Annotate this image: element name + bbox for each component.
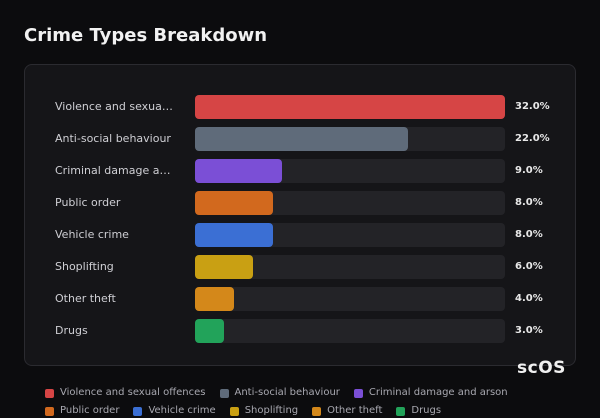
legend-item: Drugs (396, 404, 441, 418)
category-label: Violence and sexual offences (55, 100, 173, 113)
category-label: Other theft (55, 292, 116, 305)
category-label: Drugs (55, 324, 88, 337)
value-label: 4.0% (515, 293, 543, 304)
bar-track (195, 319, 505, 343)
legend-label: Other theft (327, 405, 383, 416)
legend: Violence and sexual offences Anti-social … (45, 386, 575, 418)
legend-swatch (396, 406, 406, 416)
legend-label: Public order (60, 405, 120, 416)
bar (195, 223, 273, 247)
value-label: 8.0% (515, 229, 543, 240)
bar (195, 255, 254, 279)
value-label: 6.0% (515, 261, 543, 272)
category-label: Vehicle crime (55, 228, 129, 241)
page: Crime Types Breakdown Violence and sexua… (24, 25, 576, 416)
bar (195, 127, 409, 151)
bar (195, 191, 273, 215)
legend-item: Public order (45, 404, 119, 418)
legend-label: Criminal damage and arson (368, 387, 508, 398)
legend-label: Vehicle crime (148, 405, 216, 416)
legend-item: Shoplifting (229, 404, 299, 418)
legend-swatch (312, 406, 322, 416)
legend-label: Anti-social behaviour (234, 387, 340, 398)
value-label: 22.0% (515, 133, 550, 144)
value-label: 3.0% (515, 325, 543, 336)
category-label: Anti-social behaviour (55, 132, 171, 145)
legend-swatch (45, 406, 54, 416)
category-label: Shoplifting (55, 260, 114, 273)
legend-item: Anti-social behaviour (219, 386, 340, 400)
value-label: 9.0% (515, 165, 543, 176)
category-label: Criminal damage and arson (55, 164, 173, 177)
bar (195, 319, 225, 343)
watermark: scOS (517, 358, 566, 378)
bar (195, 95, 505, 119)
value-label: 8.0% (515, 197, 543, 208)
category-label: Public order (55, 196, 121, 209)
legend-label: Violence and sexual offences (60, 387, 206, 398)
legend-item: Other theft (312, 404, 382, 418)
legend-item: Criminal damage and arson (353, 386, 508, 400)
legend-swatch (219, 388, 229, 398)
legend-swatch (45, 388, 54, 398)
legend-label: Shoplifting (244, 405, 299, 416)
legend-swatch (133, 406, 143, 416)
chart-title: Crime Types Breakdown (24, 25, 268, 46)
legend-item: Violence and sexual offences (45, 386, 206, 400)
legend-swatch (229, 406, 239, 416)
value-label: 32.0% (515, 101, 550, 112)
bar (195, 159, 283, 183)
legend-label: Drugs (411, 405, 442, 416)
legend-swatch (353, 388, 363, 398)
bar (195, 287, 234, 311)
legend-item: Vehicle crime (133, 404, 216, 418)
bar-track (195, 287, 505, 311)
